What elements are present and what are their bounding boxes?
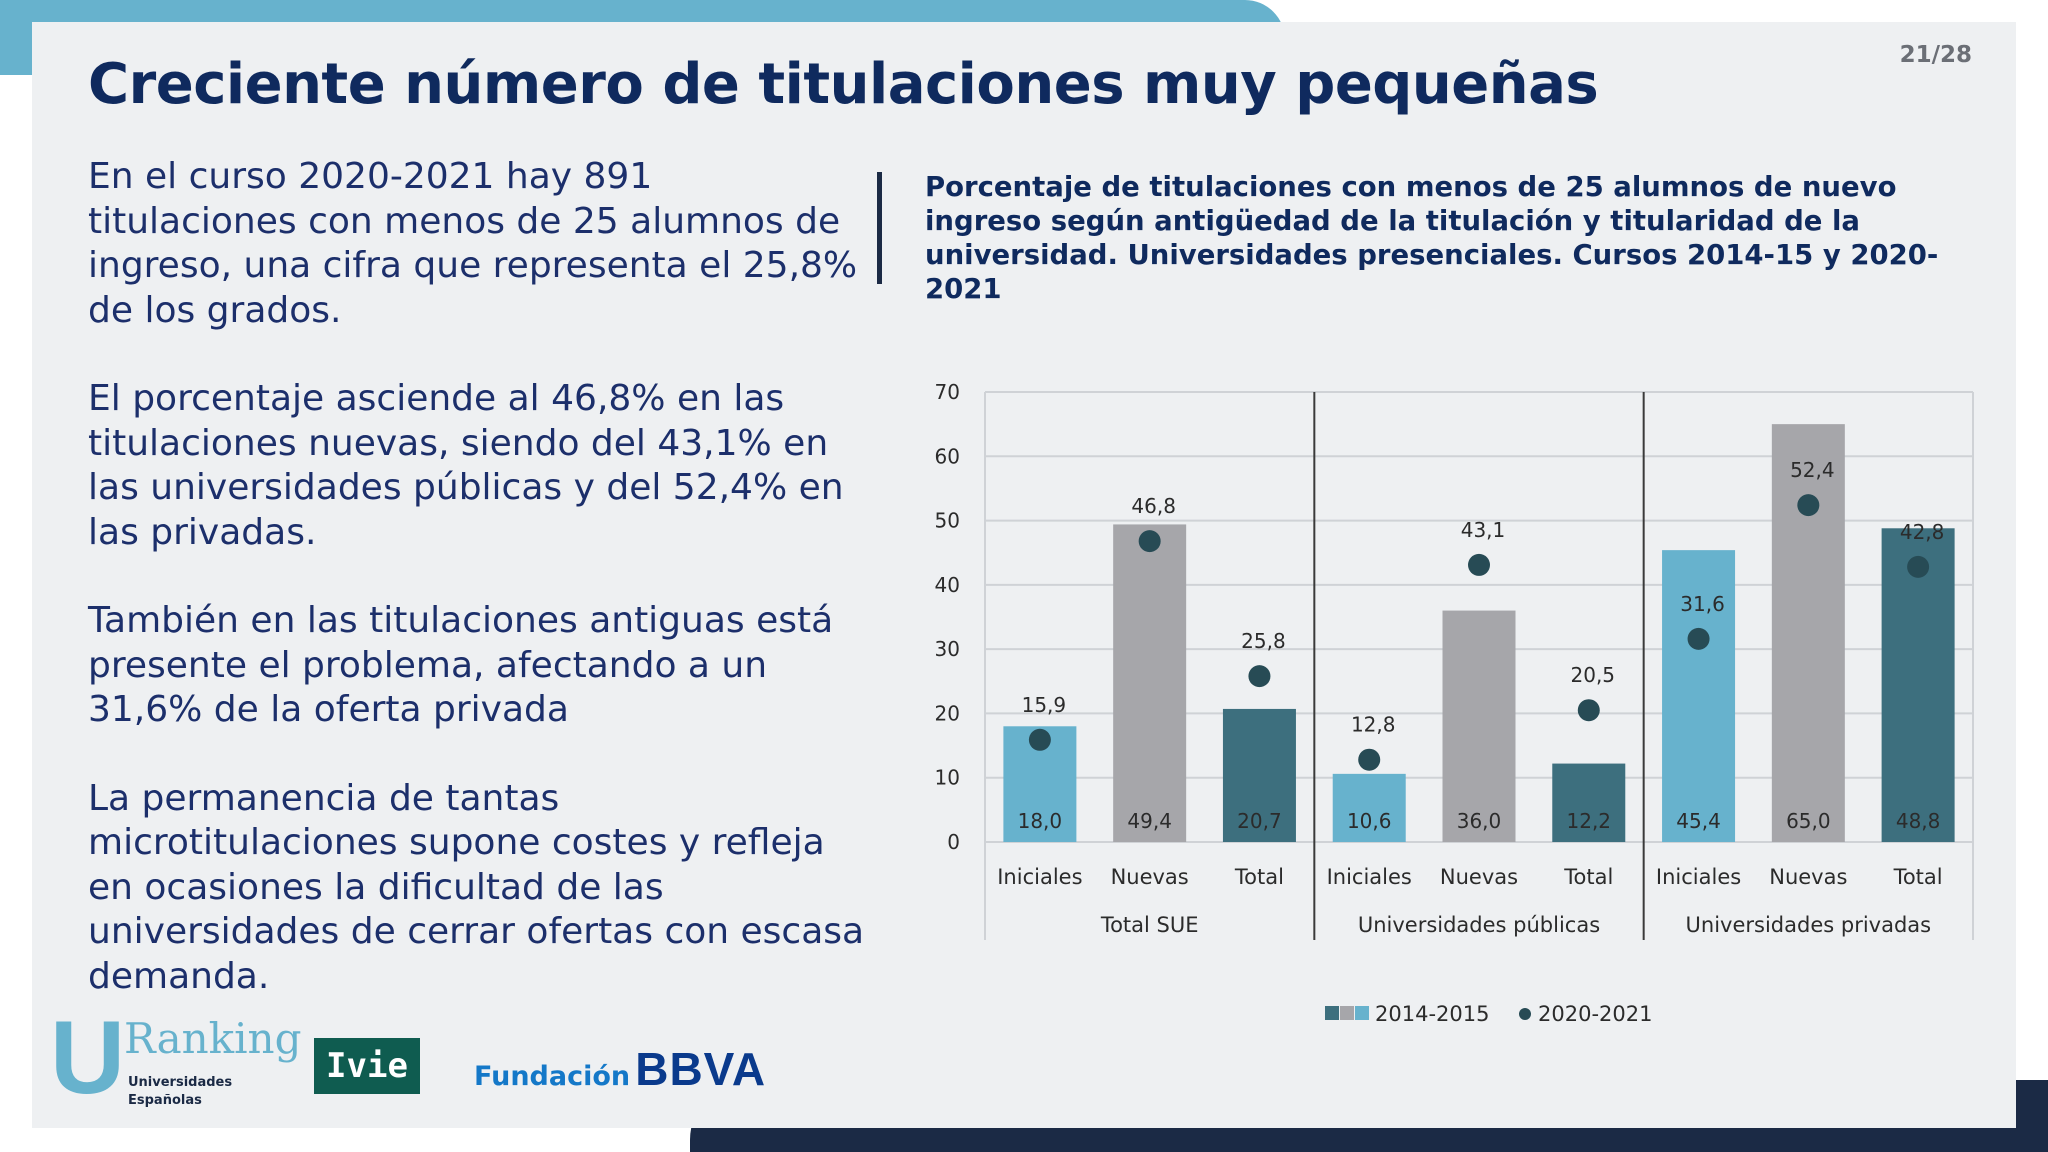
dot-value-label: 25,8 [1241, 629, 1286, 653]
slide-title: Creciente número de titulaciones muy peq… [88, 52, 1599, 117]
bar-value-label: 45,4 [1676, 809, 1721, 833]
y-tick-label: 10 [935, 766, 960, 790]
bbva-prefix: Fundación [474, 1061, 631, 1092]
dot-value-label: 52,4 [1790, 458, 1835, 482]
bar [1881, 528, 1955, 842]
dot-point [1248, 665, 1271, 688]
category-label: Total [1234, 865, 1284, 889]
category-label: Iniciales [1656, 865, 1741, 889]
dot-value-label: 12,8 [1351, 713, 1396, 737]
category-label: Iniciales [1327, 865, 1412, 889]
y-tick-label: 30 [935, 637, 960, 661]
group-label: Universidades públicas [1358, 913, 1600, 937]
ranking-logo: U Ranking Universidades Españolas [50, 1006, 302, 1124]
paragraph-3: También en las titulaciones antiguas est… [88, 600, 834, 730]
slide: 21/28 Creciente número de titulaciones m… [32, 22, 2016, 1128]
bar-value-label: 49,4 [1127, 809, 1172, 833]
bar-value-label: 18,0 [1018, 809, 1063, 833]
bbva-wordmark: BBVA [635, 1043, 767, 1095]
bbva-logo: Fundación BBVA [474, 1042, 766, 1096]
bar [1771, 424, 1845, 842]
ivie-logo: Ivie [314, 1038, 420, 1094]
y-tick-label: 50 [935, 509, 960, 533]
dot-value-label: 42,8 [1900, 520, 1945, 544]
y-tick-label: 70 [935, 380, 960, 404]
group-label: Universidades privadas [1686, 913, 1932, 937]
dot-point [1687, 627, 1710, 650]
bar-value-label: 48,8 [1896, 809, 1941, 833]
category-label: Nuevas [1440, 865, 1518, 889]
paragraph-4: La permanencia de tantas microtitulacion… [88, 777, 865, 997]
y-tick-label: 0 [947, 830, 960, 854]
dot-point [1577, 699, 1600, 722]
dot-value-label: 46,8 [1131, 494, 1176, 518]
dot-value-label: 15,9 [1022, 693, 1067, 717]
legend-label-2020-2021: 2020-2021 [1538, 1002, 1652, 1026]
category-label: Total [1893, 865, 1943, 889]
chart-title: Porcentaje de titulaciones con menos de … [925, 171, 1939, 305]
bar [1552, 763, 1626, 842]
dot-value-label: 31,6 [1680, 592, 1725, 616]
y-tick-label: 20 [935, 701, 960, 725]
category-label: Total [1563, 865, 1613, 889]
bar-value-label: 36,0 [1457, 809, 1502, 833]
dot-point [1797, 494, 1820, 517]
chart: 0 10 20 30 40 50 60 70 18,0 15,9 Iniciales 49,4 46,8… [935, 380, 1974, 1026]
bar [1332, 773, 1406, 842]
ranking-u-mark: U [50, 1000, 126, 1116]
dot-point [1358, 748, 1381, 771]
bar-value-label: 20,7 [1237, 809, 1282, 833]
ranking-wordmark: Ranking [124, 1014, 302, 1063]
dot-value-label: 20,5 [1571, 663, 1616, 687]
bar-value-label: 65,0 [1786, 809, 1831, 833]
y-tick-label: 40 [935, 573, 960, 597]
dot-point [1028, 728, 1051, 751]
dot-point [1907, 555, 1930, 578]
ranking-subtitle: Universidades Españolas [128, 1075, 233, 1108]
legend-dot [1519, 1008, 1531, 1020]
bar [1442, 610, 1516, 842]
y-tick-label: 60 [935, 444, 960, 468]
bar-value-label: 10,6 [1347, 809, 1392, 833]
dot-value-label: 43,1 [1461, 518, 1506, 542]
paragraph-1: En el curso 2020-2021 hay 891 titulacion… [88, 156, 858, 331]
dot-point [1138, 530, 1161, 553]
caption-divider [877, 172, 882, 284]
category-label: Nuevas [1111, 865, 1189, 889]
bar [1222, 708, 1296, 842]
page-number: 21/28 [1899, 42, 1972, 68]
legend-swatch-light [1355, 1006, 1369, 1020]
bar [1662, 550, 1736, 842]
category-label: Iniciales [997, 865, 1082, 889]
legend-label-2014-2015: 2014-2015 [1375, 1002, 1489, 1026]
bar [1113, 524, 1187, 842]
dot-point [1468, 553, 1490, 576]
group-label: Total SUE [1100, 913, 1199, 937]
bar-value-label: 12,2 [1567, 809, 1612, 833]
body-text: En el curso 2020-2021 hay 891 titulacion… [88, 155, 868, 1043]
logo-strip: U Ranking Universidades Españolas Ivie F… [50, 1006, 810, 1124]
paragraph-2: El porcentaje asciende al 46,8% en las t… [88, 378, 844, 553]
legend-swatch-gray [1340, 1006, 1354, 1020]
legend-swatch-dark [1325, 1006, 1339, 1020]
category-label: Nuevas [1769, 865, 1847, 889]
